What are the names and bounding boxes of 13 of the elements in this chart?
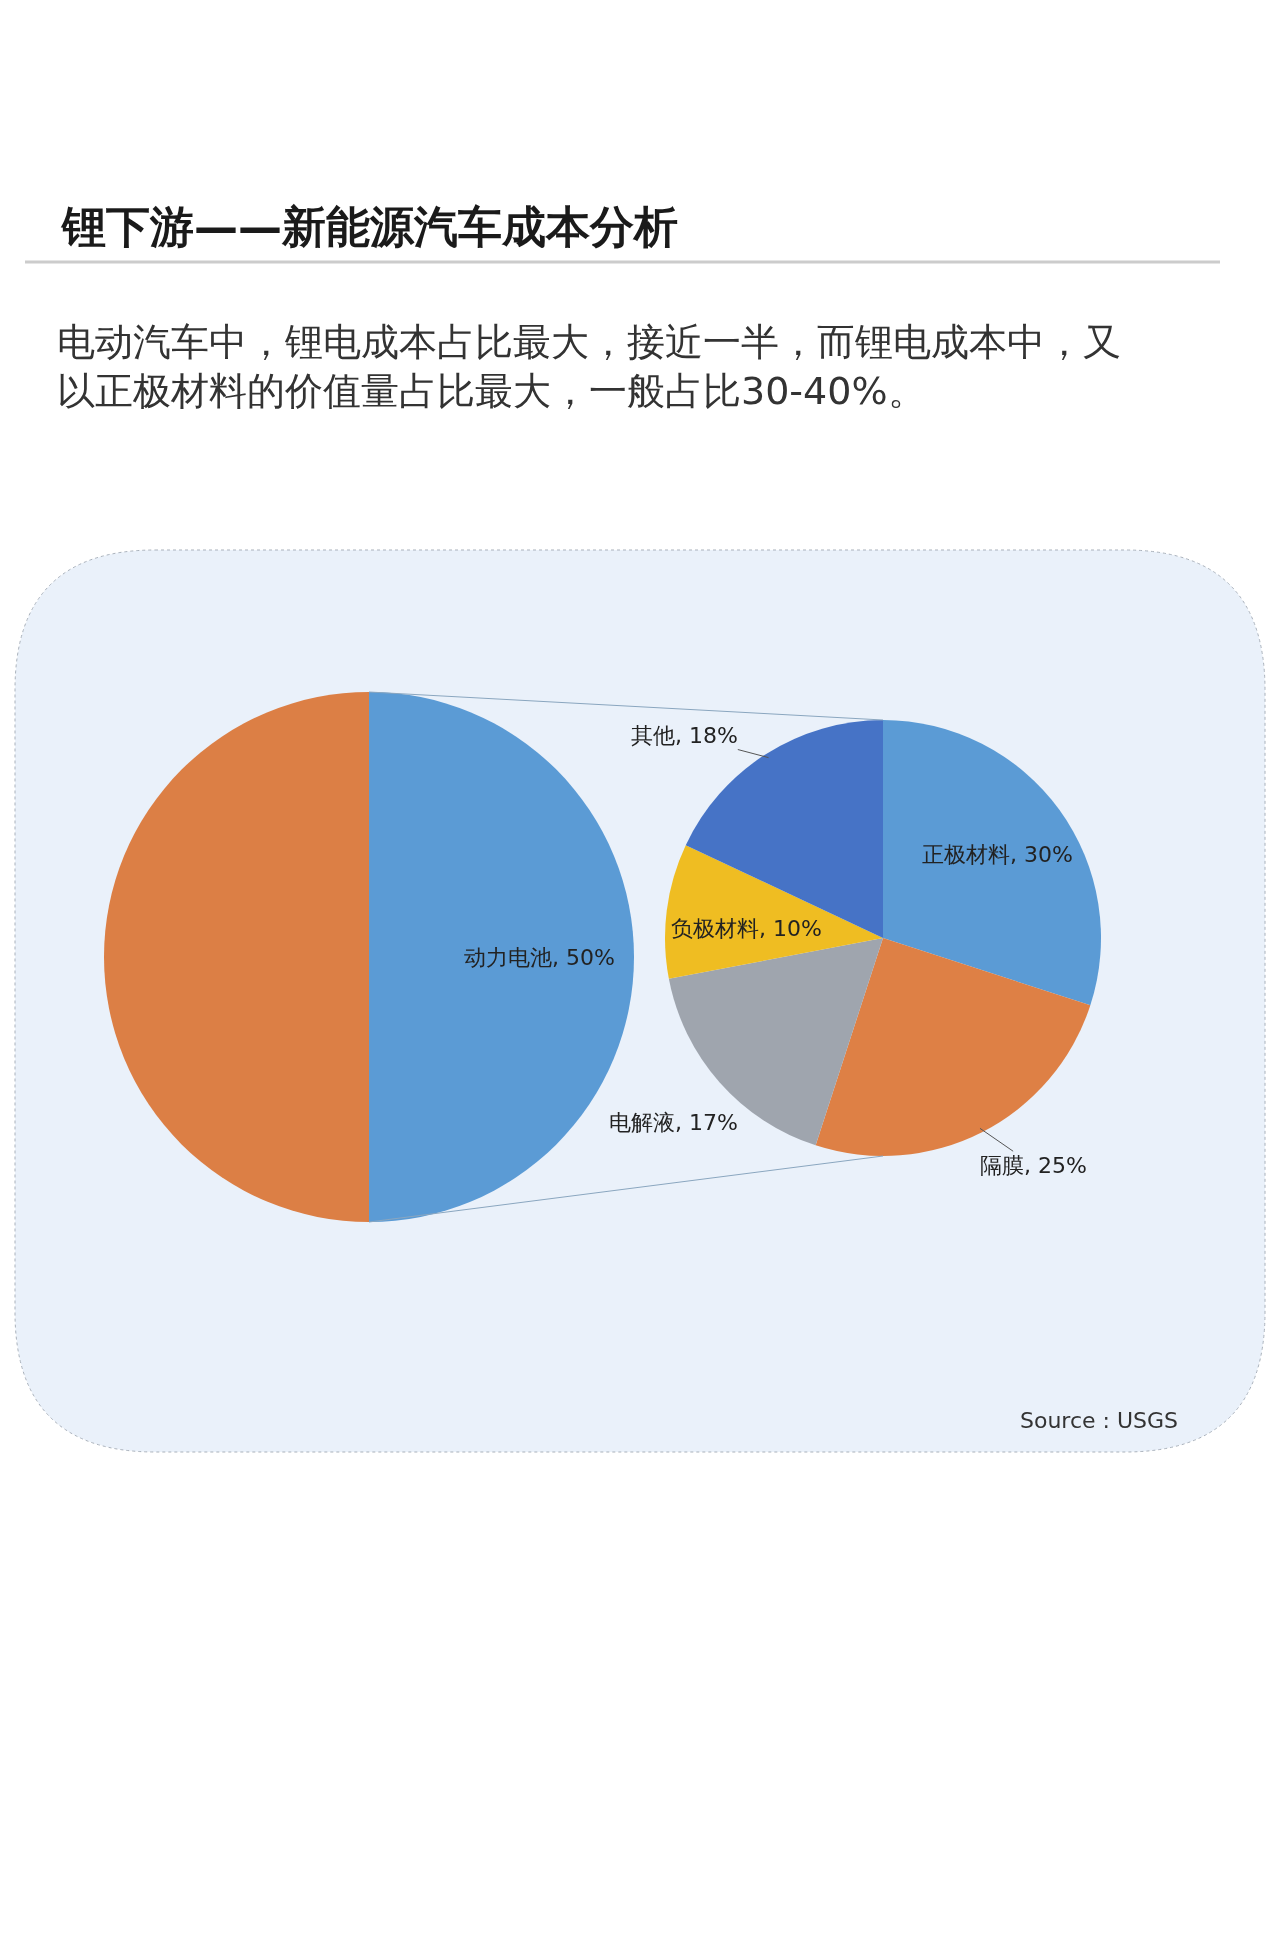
slice-label: 电解液, 17%: [609, 1110, 738, 1135]
slice-label: 正极材料, 30%: [922, 842, 1073, 867]
slice-label: 动力电池, 50%: [464, 945, 615, 970]
slice-label: 隔膜, 25%: [980, 1153, 1087, 1178]
slice-label: 负极材料, 10%: [671, 916, 822, 941]
slice-label: 其他, 18%: [631, 723, 738, 748]
pie-slice: [665, 845, 883, 979]
pie-slice: [883, 720, 1101, 1006]
source-note: Source : USGS: [1020, 1408, 1179, 1433]
chart-title: 锂下游——新能源汽车成本分析: [60, 201, 678, 253]
chart-subtitle: 电动汽车中，锂电成本占比最大，接近一半，而锂电成本中，又以正极材料的价值量占比最大，一般占比30-40%。: [57, 320, 1121, 414]
pie-slice: [815, 938, 1091, 1156]
pie-slice: [104, 692, 369, 1222]
